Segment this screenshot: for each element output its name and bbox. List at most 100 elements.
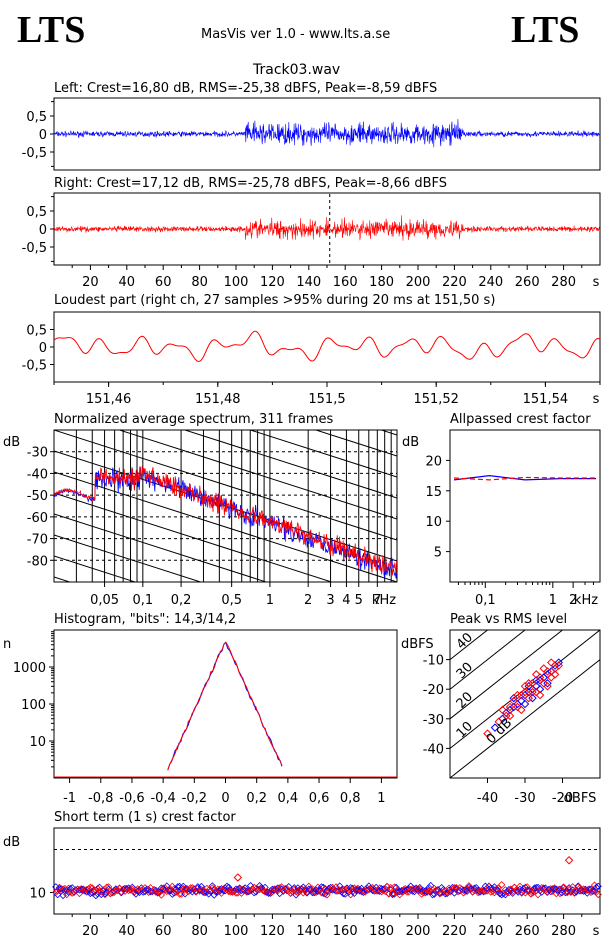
allpass-title: Allpassed crest factor [450,412,591,427]
short-crest-point [205,890,213,898]
short-crest-xtick-label-1: 40 [119,924,136,939]
right-xtick-label-7: 160 [333,275,358,290]
short-term-crest-title: Short term (1 s) crest factor [54,810,236,825]
loudest-waveform [53,330,601,362]
short-crest-point [296,887,304,896]
short-crest-point [117,889,126,897]
short-crest-xtick-label-13: 280 [551,924,576,939]
peak-rms-point-right [520,681,530,691]
spectrum-ytick-label-0: -30 [27,446,48,461]
spectrum-ytick-label-3: -60 [27,511,48,526]
right-xtick-label-11: 240 [478,275,503,290]
left-waveform-group [53,119,600,148]
right-xtick-label-12: 260 [515,275,540,290]
spectrum-slope-line-14 [54,555,137,582]
histogram-left [167,641,283,771]
loudest-frame [53,311,601,383]
short-crest-point [101,890,109,899]
peak-rms-point-right [517,705,526,715]
short-crest-point [463,887,471,895]
short-crest-xtick-label-11: 240 [478,924,503,939]
short-crest-point [168,882,176,891]
histogram-xtick-label-10: 1 [377,791,385,806]
histogram-ytick-label-0: 1000 [13,661,46,676]
peak-rms-point-right [498,705,507,715]
left-ytick-label-2: -0,5 [22,146,47,161]
short-crest-point [317,883,326,891]
short-crest-xtick-label-8: 180 [369,924,394,939]
short-crest-frame [53,827,601,915]
short-crest-point [428,890,437,899]
peak-rms-x-unit: dBFS [564,791,597,806]
peak-rms-point-right [554,661,563,670]
right-waveform-group [53,215,600,241]
allpass-xtick-label-2: 2 [569,593,577,608]
loudest-xtick-label-1: 151,48 [195,392,241,407]
short-crest-point [103,888,111,896]
right-waveform [53,215,600,241]
spectrum-ytick-label-4: -70 [27,533,48,548]
left-channel-title: Left: Crest=16,80 dB, RMS=-25,38 dBFS, P… [54,81,438,96]
allpass-y-unit: dB [402,435,419,450]
peak-rms-point-left [490,723,500,732]
short-crest-point [487,884,495,892]
short-crest-point [498,881,506,889]
peak-rms-diagonal-label-4: 0 dB [484,716,516,748]
histogram-title: Histogram, "bits": 14,3/14,2 [54,612,237,627]
spectrum-slope-line-4 [314,430,397,457]
allpass-ytick-label-1: 15 [425,485,442,500]
spectrum-y-unit: dB [3,435,20,450]
peak-rms-point-right [550,670,560,679]
peak-rms-point-right [532,670,541,679]
loudest-xtick-label-2: 151,5 [308,392,345,407]
short-crest-point [539,884,548,892]
peak-rms-point-right [535,690,545,700]
histogram-xtick-label-7: 0,4 [278,791,299,806]
short-crest-point [232,889,240,897]
peak-vs-rms-title: Peak vs RMS level [450,612,568,627]
spectrum-slope-line-7 [117,430,397,520]
short-crest-point [283,884,291,893]
short-crest-point [501,891,510,899]
peak-rms-diagonal-label-1: 30 [454,660,476,682]
short-crest-point [285,882,293,891]
spectrum-xtick-label-0: 0,05 [90,593,119,608]
spectrum-slope-line-8 [54,430,397,541]
peak-rms-point-right [509,696,518,706]
short-crest-point [481,887,490,895]
peak-rms-ytick-label-2: -30 [423,713,444,728]
spectrum-slope-line-1 [54,283,397,393]
peak-rms-point-right [505,711,515,721]
right-ytick-label-1: 0 [39,223,47,238]
short-crest-point [310,888,318,897]
short-crest-y-unit: dB [3,835,20,850]
short-crest-xtick-label-9: 200 [406,924,431,939]
peak-rms-point-right [494,717,503,727]
short-crest-xtick-label-4: 100 [224,924,249,939]
spectrum-ytick-label-2: -50 [27,489,48,504]
short-crest-xtick-label-10: 220 [442,924,467,939]
spectrum-slope-line-16 [54,598,397,708]
peak-rms-point-right [520,687,530,697]
file-name: Track03.wav [253,62,341,78]
histogram-xtick-label-1: -0,8 [88,791,113,806]
peak-rms-diagonal-4 [450,659,600,778]
peak-rms-frame [449,629,601,779]
short-crest-point [86,883,95,892]
allpass-ytick-label-2: 10 [425,515,442,530]
logo-left: LTS [17,9,86,51]
short-crest-point [306,885,315,893]
allpass-xtick-label-1: 1 [549,593,557,608]
peak-rms-point-right [528,687,537,697]
short-crest-point [388,889,397,898]
short-crest-point [83,888,91,896]
histogram-y-unit: n [3,637,11,652]
histogram-right [167,641,283,771]
peak-rms-point-right [524,693,533,703]
allpass-x-unit: kHz [574,593,598,608]
right-xtick-label-8: 180 [369,275,394,290]
loudest-ytick-label-2: -0,5 [22,359,47,374]
spectrum-xtick-label-4: 1 [266,593,274,608]
short-crest-point [128,885,136,893]
right-xtick-label-1: 40 [119,275,136,290]
